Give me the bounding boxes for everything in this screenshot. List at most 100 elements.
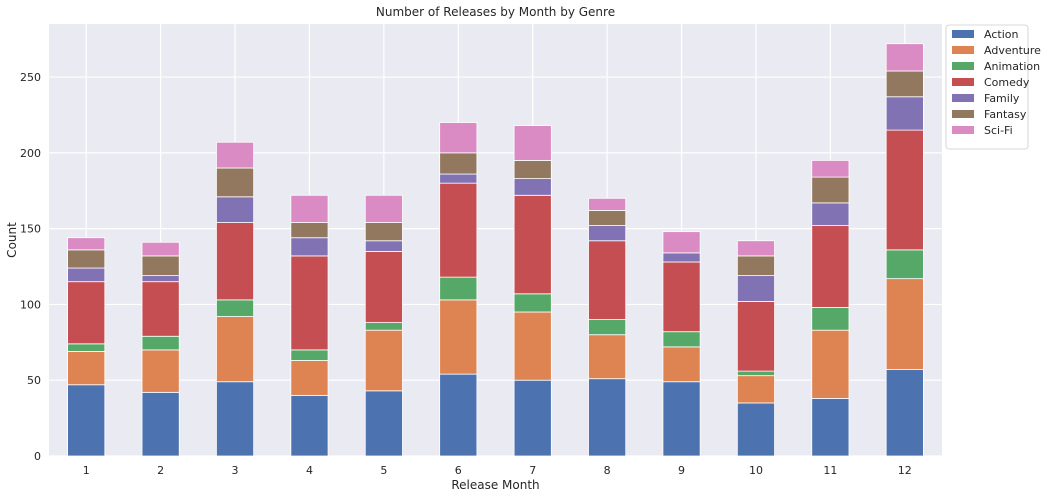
bar-comedy-month-7 — [513, 194, 552, 295]
bar-animation-month-3 — [216, 299, 255, 317]
bar-family-month-4 — [290, 237, 329, 257]
legend-swatch — [952, 94, 974, 102]
bar-animation-month-8 — [588, 319, 627, 336]
x-tick-label: 1 — [83, 464, 90, 477]
bar-comedy-month-10 — [736, 300, 775, 372]
bar-fantasy-month-11 — [811, 176, 850, 204]
bar-adventure-month-5 — [364, 329, 403, 392]
legend-label: Action — [984, 28, 1018, 41]
bar-family-month-7 — [513, 178, 552, 196]
x-tick-label: 8 — [604, 464, 611, 477]
y-tick-label: 100 — [20, 298, 41, 311]
bar-adventure-month-6 — [439, 299, 478, 375]
x-tick-labels: 1 2 3 4 5 6 7 8 9 10 11 12 — [83, 464, 912, 477]
legend-label: Adventure — [984, 44, 1041, 57]
bar-sci-fi-month-11 — [811, 160, 850, 178]
bar-action-month-7 — [513, 379, 552, 457]
bar-comedy-month-3 — [216, 222, 255, 301]
bar-animation-month-10 — [736, 370, 775, 377]
bar-comedy-month-4 — [290, 255, 329, 351]
bar-sci-fi-month-2 — [141, 241, 180, 257]
bar-sci-fi-month-7 — [513, 125, 552, 161]
bar-adventure-month-9 — [662, 346, 701, 383]
bar-sci-fi-month-10 — [736, 240, 775, 257]
bar-sci-fi-month-12 — [885, 43, 924, 72]
legend-swatch — [952, 126, 974, 134]
bar-sci-fi-month-4 — [290, 194, 329, 223]
bar-fantasy-month-10 — [736, 255, 775, 277]
x-tick-label: 6 — [455, 464, 462, 477]
legend-swatch — [952, 110, 974, 118]
bar-comedy-month-6 — [439, 182, 478, 278]
x-tick-label: 12 — [898, 464, 912, 477]
bar-sci-fi-month-9 — [662, 231, 701, 254]
bar-adventure-month-4 — [290, 360, 329, 396]
bars — [67, 43, 924, 457]
bar-adventure-month-11 — [811, 329, 850, 399]
legend-label: Fantasy — [984, 108, 1027, 121]
bar-action-month-2 — [141, 391, 180, 457]
bar-action-month-9 — [662, 381, 701, 457]
legend-swatch — [952, 62, 974, 70]
bar-animation-month-4 — [290, 349, 329, 361]
legend-label: Family — [984, 92, 1020, 105]
legend-swatch — [952, 78, 974, 86]
bar-family-month-12 — [885, 96, 924, 131]
bar-comedy-month-2 — [141, 281, 180, 337]
bar-fantasy-month-6 — [439, 152, 478, 175]
bar-family-month-6 — [439, 173, 478, 184]
bar-fantasy-month-7 — [513, 160, 552, 180]
bar-animation-month-9 — [662, 331, 701, 348]
bar-animation-month-7 — [513, 293, 552, 313]
bar-family-month-11 — [811, 202, 850, 227]
bar-animation-month-2 — [141, 335, 180, 351]
x-tick-label: 3 — [232, 464, 239, 477]
bar-family-month-2 — [141, 275, 180, 283]
bar-adventure-month-12 — [885, 278, 924, 370]
bar-sci-fi-month-5 — [364, 194, 403, 223]
x-tick-label: 2 — [157, 464, 164, 477]
bar-sci-fi-month-8 — [588, 197, 627, 211]
bar-animation-month-6 — [439, 276, 478, 301]
x-tick-label: 9 — [678, 464, 685, 477]
plot-background — [49, 24, 942, 456]
bar-adventure-month-7 — [513, 311, 552, 381]
bar-fantasy-month-2 — [141, 255, 180, 277]
bar-action-month-1 — [67, 384, 106, 457]
bar-family-month-5 — [364, 240, 403, 252]
x-tick-label: 7 — [529, 464, 536, 477]
bar-comedy-month-5 — [364, 250, 403, 324]
bar-comedy-month-11 — [811, 225, 850, 308]
y-tick-label: 50 — [27, 374, 41, 387]
bar-family-month-8 — [588, 225, 627, 242]
bar-sci-fi-month-1 — [67, 237, 106, 251]
y-tick-label: 200 — [20, 147, 41, 160]
legend-label: Comedy — [984, 76, 1030, 89]
x-tick-label: 5 — [380, 464, 387, 477]
bar-fantasy-month-12 — [885, 70, 924, 98]
bar-fantasy-month-8 — [588, 210, 627, 227]
bar-action-month-3 — [216, 381, 255, 457]
bar-fantasy-month-5 — [364, 222, 403, 242]
chart-title: Number of Releases by Month by Genre — [376, 5, 615, 19]
bar-fantasy-month-4 — [290, 222, 329, 239]
bar-comedy-month-1 — [67, 281, 106, 345]
bar-adventure-month-10 — [736, 375, 775, 404]
legend: Action Adventure Animation Comedy Family Fant… — [945, 24, 1041, 150]
legend-swatch — [952, 30, 974, 38]
bar-action-month-5 — [364, 390, 403, 457]
x-axis-label: Release Month — [451, 478, 539, 492]
y-tick-label: 250 — [20, 71, 41, 84]
x-tick-label: 10 — [749, 464, 763, 477]
bar-action-month-10 — [736, 402, 775, 457]
x-tick-label: 11 — [823, 464, 837, 477]
bar-family-month-10 — [736, 275, 775, 302]
bar-comedy-month-8 — [588, 240, 627, 320]
bar-adventure-month-8 — [588, 334, 627, 380]
y-tick-label: 150 — [20, 223, 41, 236]
bar-fantasy-month-1 — [67, 249, 106, 269]
legend-label: Animation — [984, 60, 1040, 73]
legend-label: Sci-Fi — [984, 124, 1013, 137]
bar-action-month-8 — [588, 378, 627, 457]
